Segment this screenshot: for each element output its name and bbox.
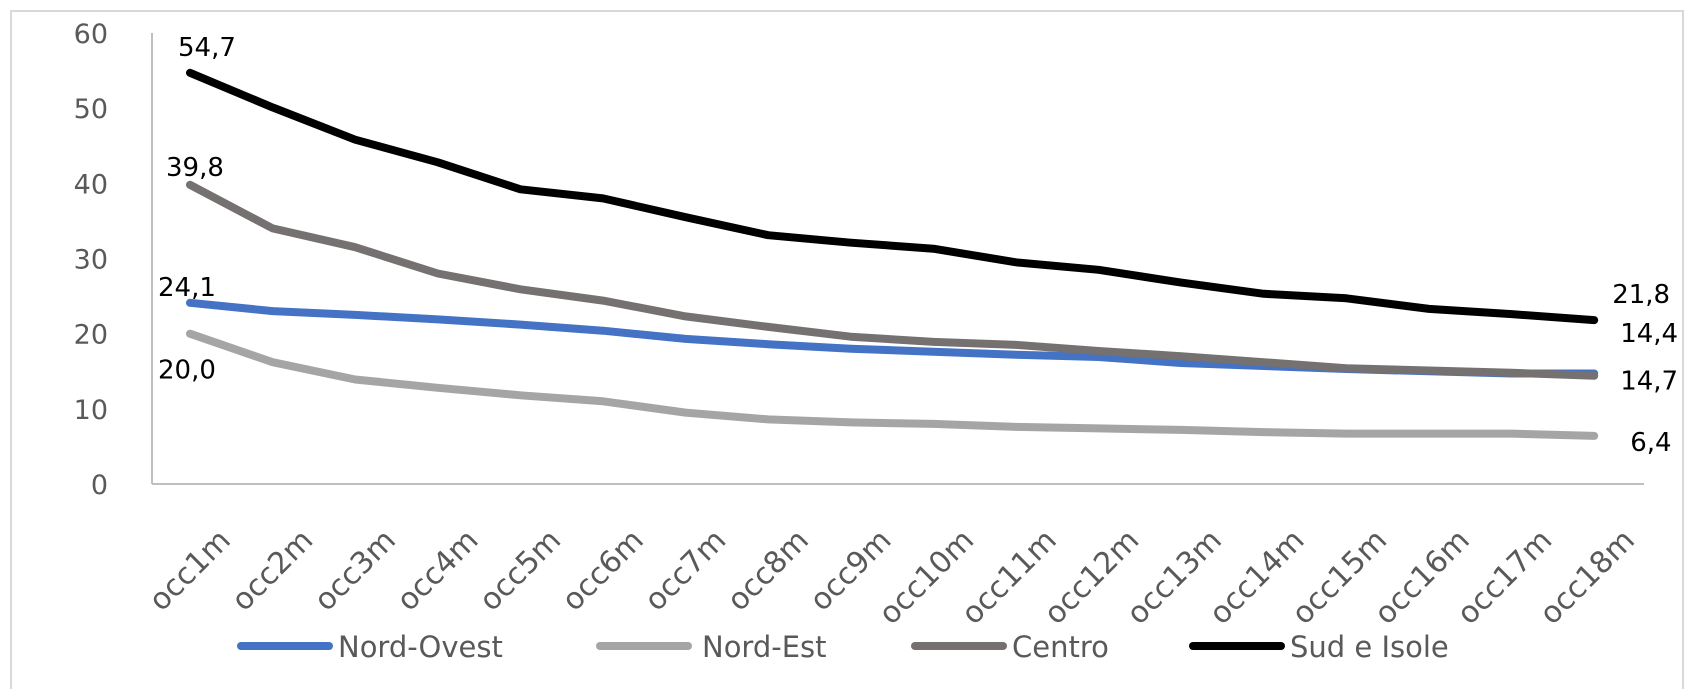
data-label: 14,4 (1620, 319, 1678, 349)
y-tick-label: 30 (74, 245, 108, 276)
y-tick-label: 10 (74, 395, 108, 426)
legend-label-sud-e-isole: Sud e Isole (1290, 630, 1449, 664)
x-tick-label: occ6m (555, 523, 650, 618)
y-tick-label: 40 (74, 169, 108, 200)
x-tick-label: occ4m (390, 523, 485, 618)
data-label: 54,7 (178, 33, 236, 63)
data-label: 21,8 (1612, 280, 1670, 310)
plot-area: 0102030405060occ1mocc2mocc3mocc4mocc5moc… (74, 19, 1678, 632)
y-tick-label: 0 (91, 470, 108, 501)
data-label: 6,4 (1630, 428, 1671, 458)
series-line-centro (186, 180, 1599, 380)
legend-label-nord-ovest: Nord-Ovest (338, 630, 503, 664)
data-label: 14,7 (1620, 367, 1678, 397)
x-tick-label: occ3m (308, 523, 403, 618)
y-tick-label: 20 (74, 320, 108, 351)
legend-label-centro: Centro (1012, 630, 1109, 664)
legend: Nord-Ovest Nord-Est Centro Sud e Isole (237, 630, 1449, 664)
data-label: 24,1 (158, 273, 216, 303)
y-tick-label: 50 (74, 94, 108, 125)
x-tick-label: occ1m (142, 523, 237, 618)
chart-frame (10, 10, 1684, 689)
x-tick-label: occ7m (638, 523, 733, 618)
x-tick-label: occ2m (225, 523, 320, 618)
x-tick-label: occ5m (473, 523, 568, 618)
data-label: 39,8 (166, 153, 224, 183)
y-tick-label: 60 (74, 19, 108, 50)
series-line-sud-e-isole (186, 68, 1599, 325)
legend-label-nord-est: Nord-Est (702, 630, 827, 664)
series-line-nord-est (186, 329, 1599, 440)
data-label: 20,0 (158, 356, 216, 386)
x-tick-label: occ8m (721, 523, 816, 618)
